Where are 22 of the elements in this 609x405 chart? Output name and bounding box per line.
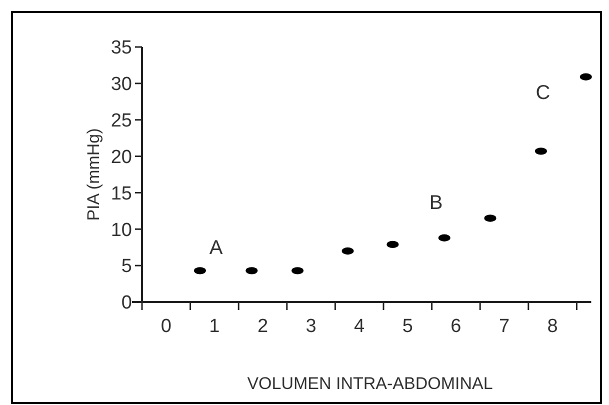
y-tick-label: 10: [110, 220, 132, 241]
x-tick-label: 3: [306, 316, 316, 337]
y-tick-label: 20: [110, 146, 132, 168]
x-tick-label: 8: [547, 316, 558, 337]
y-tick-label: 15: [110, 183, 132, 204]
annotation: B: [429, 192, 443, 214]
x-tick-label: 4: [354, 316, 366, 337]
x-tick-label: 1: [209, 316, 220, 337]
y-tick-label: 0: [121, 292, 132, 314]
x-tick-label: 5: [402, 316, 413, 337]
annotation: A: [209, 237, 224, 259]
x-tick-label: 0: [160, 316, 172, 337]
y-tick-label: 5: [121, 256, 132, 278]
x-tick-label: 7: [498, 316, 510, 337]
y-tick-label: 25: [110, 110, 132, 132]
x-axis-title: VOLUMEN INTRA-ABDOMINAL: [247, 374, 493, 393]
y-tick-label: 35: [110, 38, 132, 59]
x-tick-label: 6: [450, 316, 462, 337]
y-tick-label: 30: [110, 74, 132, 96]
x-tick-label: 2: [257, 316, 268, 337]
y-axis-title: PIA (mmHg): [84, 128, 103, 221]
annotation: C: [536, 82, 550, 104]
